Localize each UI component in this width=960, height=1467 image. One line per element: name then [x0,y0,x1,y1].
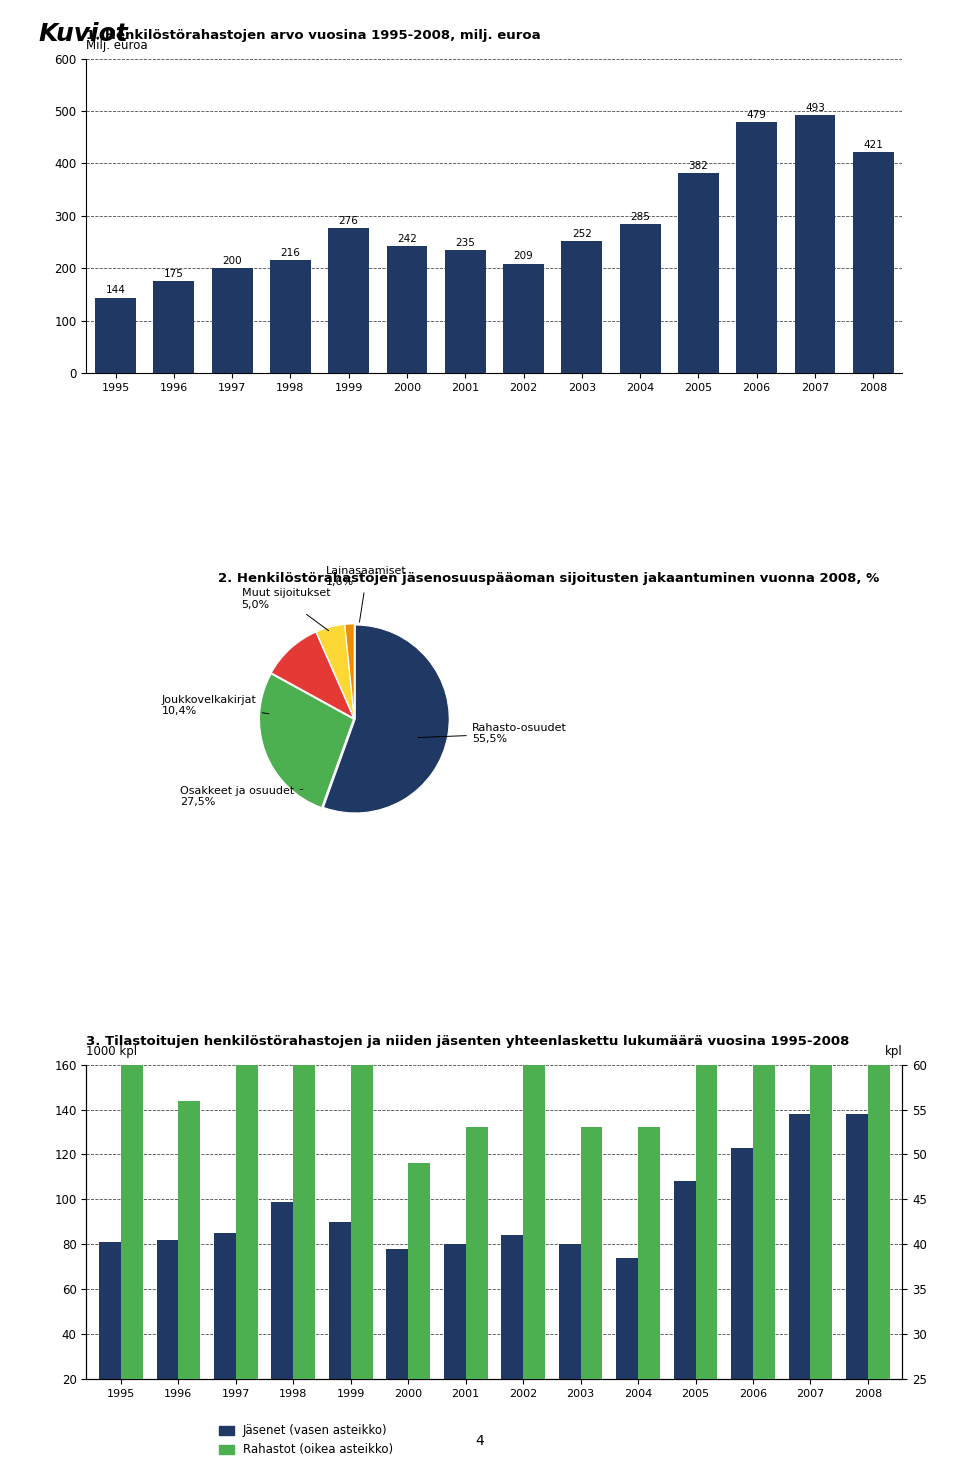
Text: Muut sijoitukset
5,0%: Muut sijoitukset 5,0% [242,588,330,631]
Bar [501,1235,523,1424]
Bar [95,298,136,373]
Bar [329,1222,350,1424]
Bar [810,525,832,1467]
Text: Kuviot: Kuviot [38,22,128,45]
Bar [678,173,719,373]
Bar [732,1147,753,1424]
Bar [121,1065,143,1467]
Bar [214,1234,236,1424]
Text: 479: 479 [747,110,767,120]
Text: 200: 200 [223,257,242,266]
Text: 285: 285 [630,211,650,222]
Legend: Jäsenet (vasen asteikko), Rahastot (oikea asteikko): Jäsenet (vasen asteikko), Rahastot (oike… [215,1420,397,1461]
Bar [466,1128,488,1467]
Text: 2. Henkilöstörahastojen jäsenosuuspääoman sijoitusten jakaantuminen vuonna 2008,: 2. Henkilöstörahastojen jäsenosuuspääoma… [218,572,879,585]
Bar [236,984,257,1467]
Text: 382: 382 [688,161,708,170]
Bar [795,114,835,373]
Bar [444,1244,466,1424]
Wedge shape [259,673,353,808]
Bar [616,1257,638,1424]
Wedge shape [316,625,354,717]
Bar [293,1020,315,1467]
Bar [212,268,252,373]
Bar [846,1113,868,1424]
Text: 216: 216 [280,248,300,258]
Text: Rahasto-osuudet
55,5%: Rahasto-osuudet 55,5% [419,723,566,744]
Bar [852,153,894,373]
Text: 1. Henkilöstörahastojen arvo vuosina 1995-2008, milj. euroa: 1. Henkilöstörahastojen arvo vuosina 199… [86,29,541,43]
Bar [386,1248,408,1424]
Bar [503,264,544,373]
Bar [638,1128,660,1467]
Wedge shape [324,625,449,813]
Bar [788,1113,810,1424]
Text: 493: 493 [805,103,825,113]
Bar [350,1020,372,1467]
Bar [444,249,486,373]
Text: Joukkovelkakirjat
10,4%: Joukkovelkakirjat 10,4% [161,694,269,716]
Text: 3. Tilastoitujen henkilöstörahastojen ja niiden jäsenten yhteenlaskettu lukumäär: 3. Tilastoitujen henkilöstörahastojen ja… [86,1036,850,1049]
Text: Milj. euroa: Milj. euroa [86,40,148,53]
Bar [272,1201,293,1424]
Wedge shape [272,632,353,719]
Bar [696,706,717,1467]
Text: Lainasaamiset
1,6%: Lainasaamiset 1,6% [326,566,407,622]
Text: 144: 144 [106,286,126,295]
Bar [620,223,660,373]
Bar [559,1244,581,1424]
Bar [674,1181,696,1424]
Text: 175: 175 [164,270,183,279]
Bar [581,1128,603,1467]
Bar [270,260,311,373]
Bar [736,122,777,373]
Text: 209: 209 [514,251,534,261]
Text: 1000 kpl: 1000 kpl [86,1046,137,1058]
Text: 235: 235 [455,238,475,248]
Text: Osakkeet ja osuudet
27,5%: Osakkeet ja osuudet 27,5% [180,786,302,807]
Text: 276: 276 [339,216,359,226]
Bar [179,1100,201,1467]
Bar [753,525,775,1467]
Wedge shape [345,623,354,717]
Bar [154,282,194,373]
Text: 252: 252 [572,229,591,239]
Bar [868,346,890,1467]
Text: kpl: kpl [885,1046,902,1058]
Bar [328,229,369,373]
Text: 421: 421 [863,141,883,151]
Text: 242: 242 [397,235,417,244]
Text: 4: 4 [475,1435,485,1448]
Bar [156,1240,179,1424]
Bar [99,1243,121,1424]
Bar [523,1065,545,1467]
Bar [562,241,602,373]
Bar [387,246,427,373]
Bar [408,1163,430,1467]
